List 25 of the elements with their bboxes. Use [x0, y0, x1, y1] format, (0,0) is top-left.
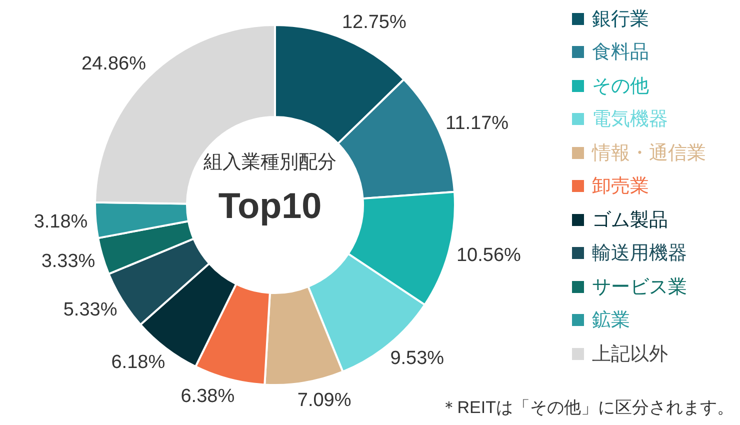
- data-label: 3.18%: [34, 211, 88, 232]
- data-label: 6.38%: [180, 386, 235, 407]
- legend-label: 電気機器: [592, 108, 668, 132]
- data-label: 6.18%: [111, 352, 166, 374]
- data-label: 10.56%: [456, 244, 522, 266]
- legend-label: その他: [592, 74, 649, 99]
- legend-label: 卸売業: [592, 175, 649, 200]
- data-label: 11.17%: [446, 113, 509, 134]
- legend-label: 銀行業: [592, 8, 649, 32]
- legend-label: 情報・通信業: [592, 142, 706, 166]
- data-label: 24.86%: [82, 53, 146, 74]
- legend-label: 食料品: [592, 41, 649, 66]
- legend-label: 輸送用機器: [592, 242, 687, 266]
- legend-label: 上記以外: [592, 342, 668, 367]
- text: ＊REITは「その他」に区分されます。: [440, 397, 734, 419]
- data-label: 9.53%: [390, 348, 444, 369]
- text: 組入業種別配分: [202, 152, 336, 173]
- data-label: 7.09%: [297, 390, 352, 411]
- data-label: 5.33%: [63, 300, 118, 321]
- data-label: 12.75%: [342, 12, 406, 34]
- legend-label: 鉱業: [592, 309, 630, 334]
- text: Top10: [218, 185, 322, 226]
- data-label: 3.33%: [41, 250, 96, 272]
- legend-label: ゴム製品: [592, 208, 668, 233]
- legend-label: サービス業: [592, 276, 687, 300]
